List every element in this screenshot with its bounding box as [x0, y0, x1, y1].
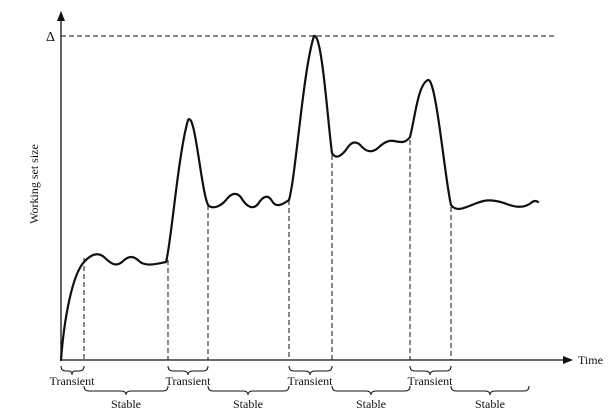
transient-label-3: Transient — [288, 374, 334, 388]
stable-label-3: Stable — [356, 397, 386, 411]
transient-label-1: Transient — [50, 374, 96, 388]
stable-brace-3 — [331, 385, 411, 396]
stable-brace-2 — [207, 385, 290, 396]
stable-label-2: Stable — [233, 397, 263, 411]
y-axis-label: Working set size — [27, 144, 41, 224]
stable-brace-1 — [83, 385, 169, 396]
stable-label-1: Stable — [111, 397, 141, 411]
x-axis-label: Time — [578, 353, 603, 367]
transient-brace-2 — [167, 365, 209, 376]
transient-label-2: Transient — [166, 374, 212, 388]
working-set-curve — [59, 34, 540, 362]
stable-brace-4 — [450, 385, 530, 396]
transient-brace-1 — [60, 365, 85, 376]
transient-label-4: Transient — [408, 374, 454, 388]
transient-brace-3 — [288, 365, 333, 376]
delta-label: Δ — [46, 30, 55, 45]
stable-label-4: Stable — [475, 397, 505, 411]
transient-brace-4 — [409, 365, 452, 376]
